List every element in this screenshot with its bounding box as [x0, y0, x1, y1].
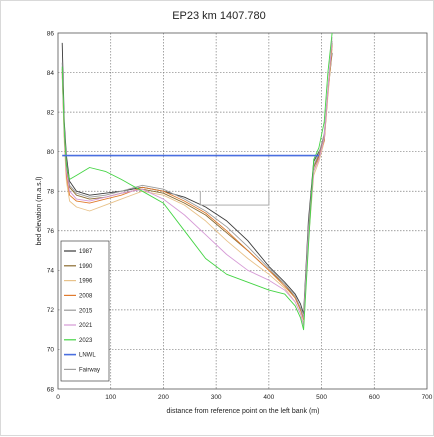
legend-label-2015: 2015: [79, 308, 93, 314]
y-tick-label: 78: [47, 189, 55, 196]
x-tick-label: 700: [422, 394, 433, 401]
chart-title: EP23 km 1407.780: [172, 10, 266, 22]
y-tick-label: 74: [47, 268, 55, 275]
y-tick-label: 84: [47, 70, 55, 77]
y-axis-ticks: 68 70 72 74 76 78 80 82 84 86: [47, 30, 55, 393]
legend-box: [60, 240, 110, 382]
x-tick-label: 300: [211, 394, 222, 401]
legend-items: 1987 1990 1996 2008 2015 2021 2023 LNWL Fairway: [64, 249, 100, 374]
x-tick-label: 200: [158, 394, 169, 401]
x-tick-label: 600: [369, 394, 380, 401]
x-tick-label: 400: [263, 394, 274, 401]
y-tick-label: 86: [47, 30, 55, 37]
y-tick-label: 70: [47, 347, 55, 354]
series-line-2021: [61, 36, 333, 327]
legend-label-1987: 1987: [79, 249, 93, 255]
y-axis-label: bed elevation (m.a.s.l): [36, 177, 43, 246]
x-tick-label: 0: [56, 394, 60, 401]
grid: [58, 33, 427, 389]
y-tick-label: 82: [47, 109, 55, 116]
series-line-2023: [61, 32, 333, 331]
plot-area-border: [57, 32, 428, 390]
legend-label-1990: 1990: [79, 264, 93, 270]
series-lines: [61, 32, 333, 331]
x-tick-label: 500: [316, 394, 327, 401]
legend-label-2021: 2021: [79, 323, 93, 329]
series-line-fairway: [199, 191, 270, 206]
legend: 1987 1990 1996 2008 2015 2021 2023 LNWL Fairway: [60, 240, 110, 382]
legend-label-fairway: Fairway: [79, 368, 100, 374]
x-axis-ticks: 0 100 200 300 400 500 600 700: [56, 394, 433, 401]
x-axis-label: distance from reference point on the lef…: [167, 408, 320, 415]
legend-label-2008: 2008: [79, 294, 93, 300]
legend-label-1996: 1996: [79, 279, 93, 285]
y-tick-label: 68: [47, 386, 55, 393]
y-tick-label: 76: [47, 228, 55, 235]
legend-label-2023: 2023: [79, 338, 93, 344]
y-tick-label: 80: [47, 149, 55, 156]
legend-label-lnwl: LNWL: [79, 353, 96, 359]
y-tick-label: 72: [47, 307, 55, 314]
x-tick-label: 100: [105, 394, 116, 401]
